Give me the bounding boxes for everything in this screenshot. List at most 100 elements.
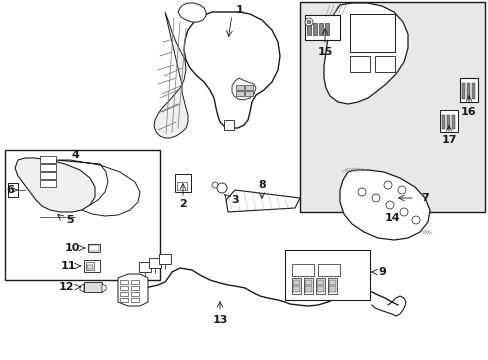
Bar <box>299 2 484 212</box>
Polygon shape <box>118 274 148 306</box>
Bar <box>40 164 56 171</box>
Bar <box>8 183 18 197</box>
Bar <box>40 180 56 187</box>
Circle shape <box>306 20 310 24</box>
Polygon shape <box>80 284 84 292</box>
Bar <box>471 83 474 99</box>
Polygon shape <box>183 12 280 128</box>
Bar <box>40 172 56 179</box>
Bar <box>87 265 93 269</box>
Bar <box>236 85 244 90</box>
Bar <box>316 286 324 292</box>
Circle shape <box>397 186 405 194</box>
Text: 17: 17 <box>440 135 456 145</box>
Bar <box>175 174 191 192</box>
Bar <box>328 286 335 292</box>
Bar <box>349 56 369 72</box>
Circle shape <box>411 216 419 224</box>
Bar <box>291 278 301 294</box>
Bar <box>349 14 394 52</box>
Bar <box>318 23 323 35</box>
Text: 15: 15 <box>317 47 332 57</box>
Bar <box>285 250 369 300</box>
Bar <box>84 282 102 292</box>
Bar <box>120 280 128 284</box>
Bar <box>446 115 449 129</box>
Circle shape <box>399 208 407 216</box>
Polygon shape <box>15 158 95 212</box>
Bar <box>236 91 244 96</box>
Bar <box>120 298 128 302</box>
Bar <box>244 85 252 90</box>
Bar <box>304 278 312 294</box>
Text: 6: 6 <box>6 185 14 195</box>
Polygon shape <box>324 3 407 104</box>
Bar <box>244 91 252 96</box>
Bar <box>441 115 444 129</box>
Text: 16: 16 <box>460 107 476 117</box>
Text: 8: 8 <box>258 180 265 190</box>
Bar <box>315 278 325 294</box>
Polygon shape <box>231 78 256 100</box>
Bar <box>88 244 100 252</box>
Polygon shape <box>102 284 106 292</box>
Polygon shape <box>178 3 205 22</box>
Bar <box>291 264 313 276</box>
Bar <box>177 182 186 190</box>
Bar <box>5 150 160 280</box>
Bar <box>131 292 139 296</box>
Bar <box>306 23 310 35</box>
Bar <box>325 23 328 35</box>
Text: 3: 3 <box>231 195 238 205</box>
Text: 12: 12 <box>58 282 74 292</box>
Text: 9: 9 <box>377 267 385 277</box>
Text: 10: 10 <box>64 243 80 253</box>
Text: 7: 7 <box>420 193 428 203</box>
Polygon shape <box>339 170 429 240</box>
Bar <box>89 245 99 251</box>
Text: 11: 11 <box>60 261 76 271</box>
Bar <box>292 280 299 285</box>
Bar <box>131 286 139 290</box>
Text: 1: 1 <box>236 5 244 15</box>
Bar <box>317 264 339 276</box>
Bar <box>40 156 56 163</box>
Bar <box>305 15 339 40</box>
Circle shape <box>371 194 379 202</box>
Bar <box>374 56 394 72</box>
Bar <box>84 260 100 272</box>
Bar <box>149 258 161 268</box>
Bar <box>461 83 464 99</box>
Text: 4: 4 <box>71 150 79 160</box>
Bar <box>327 278 336 294</box>
Bar <box>466 83 469 99</box>
Circle shape <box>305 18 312 26</box>
Bar <box>120 292 128 296</box>
Bar <box>451 115 454 129</box>
Bar <box>131 298 139 302</box>
Text: 5: 5 <box>66 215 74 225</box>
Bar <box>328 280 335 285</box>
Bar <box>305 286 311 292</box>
Text: 13: 13 <box>212 315 227 325</box>
Bar <box>131 280 139 284</box>
Bar <box>159 254 171 264</box>
Bar <box>224 120 234 130</box>
Circle shape <box>357 188 365 196</box>
Circle shape <box>385 201 393 209</box>
Circle shape <box>212 182 218 188</box>
Text: 14: 14 <box>384 213 399 223</box>
Bar <box>316 280 324 285</box>
Polygon shape <box>55 160 140 216</box>
Bar <box>305 280 311 285</box>
Bar <box>139 262 151 272</box>
Bar <box>86 262 94 270</box>
Bar <box>459 78 477 102</box>
Bar <box>292 286 299 292</box>
Bar <box>439 110 457 132</box>
Bar <box>312 23 316 35</box>
Polygon shape <box>225 190 299 212</box>
Bar <box>120 286 128 290</box>
Circle shape <box>383 181 391 189</box>
Text: 2: 2 <box>179 199 186 209</box>
